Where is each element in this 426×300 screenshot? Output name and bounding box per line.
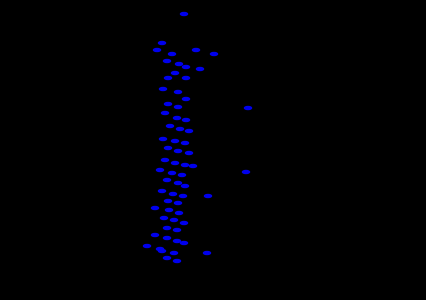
Ellipse shape [159,137,166,140]
Ellipse shape [151,206,158,209]
Ellipse shape [174,149,181,152]
Ellipse shape [161,112,168,115]
Ellipse shape [151,233,158,236]
Ellipse shape [173,229,180,232]
Ellipse shape [169,193,176,196]
Ellipse shape [179,194,186,197]
Ellipse shape [189,164,196,167]
Ellipse shape [166,124,173,128]
Ellipse shape [182,65,189,68]
Ellipse shape [165,208,172,211]
Ellipse shape [171,71,178,74]
Ellipse shape [180,242,187,244]
Ellipse shape [174,202,181,205]
Ellipse shape [143,244,150,247]
Ellipse shape [156,248,163,250]
Ellipse shape [164,76,171,80]
Ellipse shape [164,200,171,202]
Ellipse shape [185,130,192,133]
Ellipse shape [185,152,192,154]
Ellipse shape [170,251,177,254]
Ellipse shape [180,221,187,224]
Ellipse shape [204,194,211,197]
Ellipse shape [180,13,187,16]
Ellipse shape [174,91,181,94]
Ellipse shape [174,182,181,184]
Ellipse shape [173,260,180,262]
Ellipse shape [170,218,177,221]
Ellipse shape [159,88,166,91]
Ellipse shape [178,173,185,176]
Ellipse shape [171,161,178,164]
Ellipse shape [210,52,217,56]
Ellipse shape [163,59,170,62]
Ellipse shape [164,146,171,149]
Ellipse shape [168,52,175,56]
Ellipse shape [182,118,189,122]
Ellipse shape [182,98,189,100]
Ellipse shape [175,62,182,65]
Ellipse shape [181,184,188,188]
Ellipse shape [192,49,199,52]
Ellipse shape [168,172,175,175]
Ellipse shape [182,76,189,80]
Ellipse shape [160,217,167,220]
Ellipse shape [176,128,183,130]
Ellipse shape [196,68,203,70]
Ellipse shape [244,106,251,110]
Ellipse shape [174,106,181,109]
Ellipse shape [163,226,170,230]
Ellipse shape [203,251,210,254]
Ellipse shape [163,178,170,182]
Ellipse shape [175,212,182,214]
Ellipse shape [171,140,178,142]
Ellipse shape [181,164,188,166]
Ellipse shape [173,239,180,242]
Ellipse shape [158,41,165,44]
Ellipse shape [181,142,188,145]
Ellipse shape [163,236,170,239]
Ellipse shape [173,116,180,119]
Ellipse shape [242,170,249,173]
Ellipse shape [158,190,165,193]
Ellipse shape [156,169,163,172]
Ellipse shape [153,49,160,52]
Ellipse shape [164,103,171,106]
Ellipse shape [163,256,170,260]
Ellipse shape [161,158,168,161]
Ellipse shape [158,250,165,253]
